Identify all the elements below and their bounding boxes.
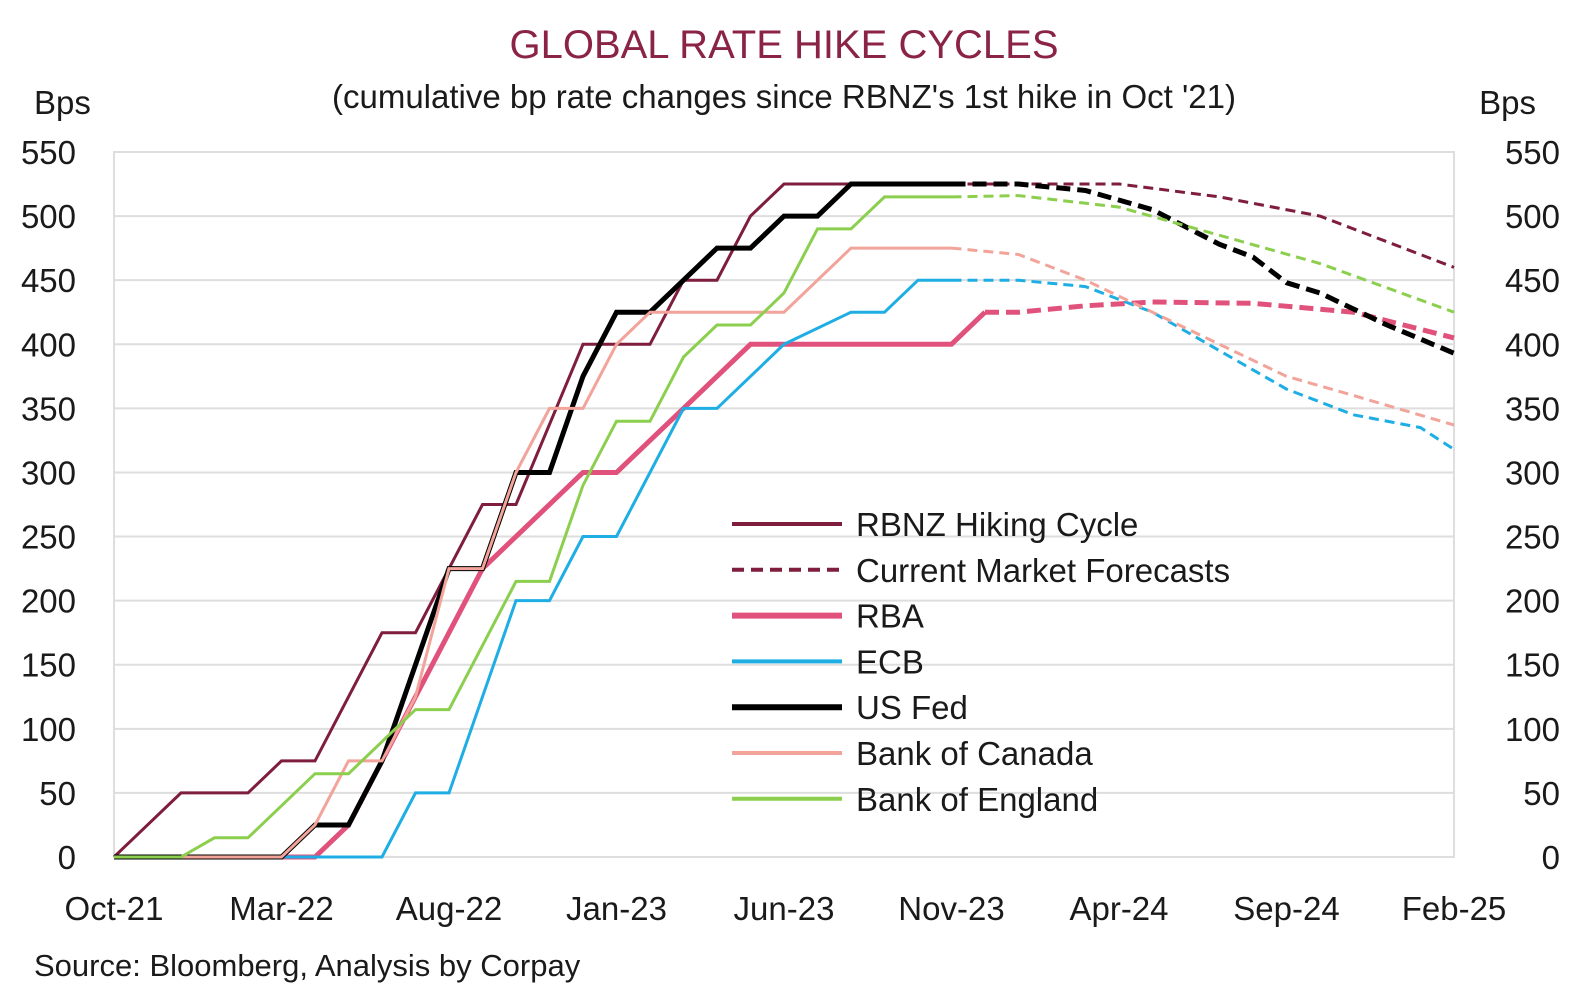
x-tick-label: Feb-25 — [1402, 890, 1507, 927]
y-tick-label-left: 500 — [21, 198, 76, 235]
y-tick-label-right: 350 — [1505, 390, 1560, 427]
chart-title: GLOBAL RATE HIKE CYCLES — [509, 23, 1058, 67]
x-tick-label: Jan-23 — [566, 890, 667, 927]
series-line-bank-of-canada — [114, 246, 952, 859]
y-tick-label-left: 300 — [21, 454, 76, 491]
forecast-line-rba — [985, 299, 1455, 341]
x-tick-label: Nov-23 — [898, 890, 1004, 927]
series-line-bank-of-england — [114, 195, 952, 859]
y-tick-label-left: 350 — [21, 390, 76, 427]
y-tick-label-right: 150 — [1505, 647, 1560, 684]
y-tick-label-left: 450 — [21, 262, 76, 299]
right-axis-unit: Bps — [1479, 84, 1536, 121]
y-tick-label-left: 0 — [58, 839, 76, 876]
x-tick-label: Apr-24 — [1069, 890, 1168, 927]
y-tick-label-right: 500 — [1505, 198, 1560, 235]
y-tick-label-left: 250 — [21, 519, 76, 556]
legend-label: ECB — [856, 643, 924, 680]
y-tick-label-left: 550 — [21, 134, 76, 171]
y-tick-label-right: 550 — [1505, 134, 1560, 171]
legend: RBNZ Hiking Cycle Current Market Forecast… — [732, 506, 1230, 818]
y-tick-label-right: 400 — [1505, 326, 1560, 363]
forecast-line-bank-of-england — [951, 194, 1455, 314]
y-tick-label-right: 250 — [1505, 519, 1560, 556]
legend-label: Bank of England — [856, 781, 1098, 818]
axis-ticks: 0 0 50 50 100 100 150 150 200 200 250 250 300 300 350 3… — [21, 134, 1560, 927]
forecast-line-bank-of-canada — [951, 246, 1455, 427]
x-tick-label: Mar-22 — [229, 890, 334, 927]
y-tick-label-right: 300 — [1505, 454, 1560, 491]
x-tick-label: Jun-23 — [734, 890, 835, 927]
y-tick-label-left: 200 — [21, 583, 76, 620]
x-tick-label: Aug-22 — [396, 890, 502, 927]
y-tick-label-right: 0 — [1542, 839, 1560, 876]
x-tick-label: Oct-21 — [64, 890, 163, 927]
series-lines — [112, 181, 1455, 860]
y-tick-label-right: 200 — [1505, 583, 1560, 620]
forecast-line-ecb — [951, 278, 1455, 451]
y-tick-label-right: 100 — [1505, 711, 1560, 748]
legend-label: Current Market Forecasts — [856, 552, 1230, 589]
chart-subtitle: (cumulative bp rate changes since RBNZ's… — [332, 78, 1236, 115]
y-tick-label-left: 100 — [21, 711, 76, 748]
legend-label: RBNZ Hiking Cycle — [856, 506, 1138, 543]
legend-label: US Fed — [856, 689, 968, 726]
forecast-line-us-fed — [951, 181, 1455, 356]
series-line-us-fed — [114, 181, 952, 860]
y-tick-label-left: 50 — [39, 775, 76, 812]
legend-label: Bank of Canada — [856, 735, 1093, 772]
y-tick-label-left: 400 — [21, 326, 76, 363]
y-tick-label-right: 50 — [1523, 775, 1560, 812]
forecast-line-rbnz-hiking-cycle — [951, 182, 1455, 269]
legend-label: RBA — [856, 598, 924, 635]
y-tick-label-right: 450 — [1505, 262, 1560, 299]
y-tick-label-left: 150 — [21, 647, 76, 684]
source-note: Source: Bloomberg, Analysis by Corpay — [34, 948, 581, 983]
series-line-rba — [114, 310, 987, 860]
x-tick-label: Sep-24 — [1233, 890, 1339, 927]
series-line-ecb — [114, 278, 952, 859]
left-axis-unit: Bps — [34, 84, 91, 121]
